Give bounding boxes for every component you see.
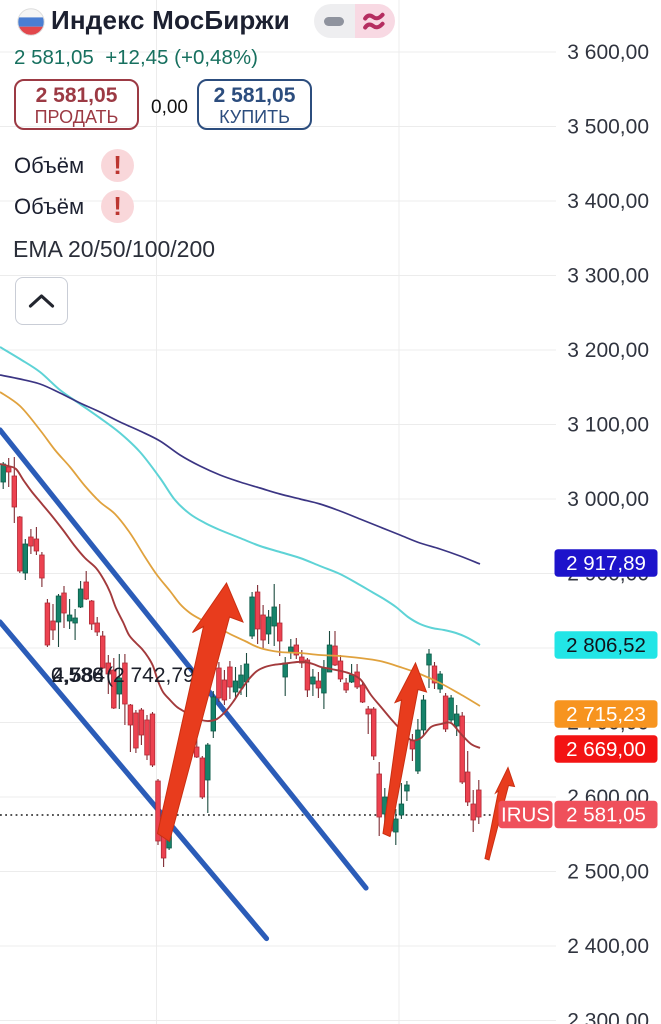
svg-text:3 100,00: 3 100,00: [567, 414, 649, 437]
svg-text:3 000,00: 3 000,00: [567, 488, 649, 511]
svg-text:2 300,00: 2 300,00: [567, 1010, 649, 1024]
svg-text:3 400,00: 3 400,00: [567, 190, 649, 213]
svg-text:3 500,00: 3 500,00: [567, 116, 649, 139]
svg-text:2 581,05: 2 581,05: [566, 803, 646, 826]
svg-text:(2 742,79): (2 742,79): [106, 664, 202, 687]
svg-text:2 669,00: 2 669,00: [566, 738, 646, 761]
svg-text:2 806,52: 2 806,52: [566, 634, 646, 657]
svg-text:2 400,00: 2 400,00: [567, 935, 649, 958]
svg-text:2,788: 2,788: [52, 664, 105, 687]
svg-text:3 300,00: 3 300,00: [567, 265, 649, 288]
svg-text:IRUS: IRUS: [501, 803, 550, 826]
svg-text:2 715,23: 2 715,23: [566, 703, 646, 726]
svg-text:3 600,00: 3 600,00: [567, 41, 649, 64]
svg-text:4,584: 4,584: [53, 664, 106, 687]
svg-text:3 200,00: 3 200,00: [567, 339, 649, 362]
svg-text:2 500,00: 2 500,00: [567, 861, 649, 884]
svg-text:2 917,89: 2 917,89: [566, 552, 646, 575]
svg-text:0,536: 0,536: [51, 664, 104, 687]
